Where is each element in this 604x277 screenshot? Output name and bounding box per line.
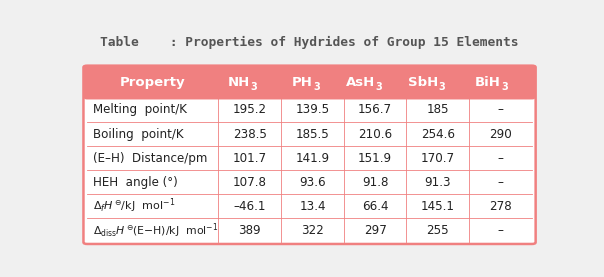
Text: NH: NH — [228, 76, 249, 89]
Text: 66.4: 66.4 — [362, 200, 388, 213]
Text: 238.5: 238.5 — [233, 127, 267, 140]
Text: –: – — [498, 152, 504, 165]
Text: Melting  point/K: Melting point/K — [93, 104, 187, 117]
Text: HEH  angle (°): HEH angle (°) — [93, 176, 178, 189]
Text: Table    : Properties of Hydrides of Group 15 Elements: Table : Properties of Hydrides of Group … — [100, 36, 519, 49]
Text: 107.8: 107.8 — [233, 176, 267, 189]
Text: 290: 290 — [489, 127, 512, 140]
Text: 297: 297 — [364, 224, 387, 237]
Text: –: – — [498, 176, 504, 189]
Text: 322: 322 — [301, 224, 324, 237]
Text: 185: 185 — [426, 104, 449, 117]
Text: 156.7: 156.7 — [358, 104, 392, 117]
Text: 3: 3 — [313, 82, 320, 92]
Text: 91.8: 91.8 — [362, 176, 388, 189]
Text: Boiling  point/K: Boiling point/K — [93, 127, 184, 140]
Text: 139.5: 139.5 — [295, 104, 330, 117]
Text: AsH: AsH — [346, 76, 375, 89]
Text: –: – — [498, 104, 504, 117]
Text: –: – — [498, 224, 504, 237]
Text: 185.5: 185.5 — [295, 127, 329, 140]
Text: 141.9: 141.9 — [295, 152, 330, 165]
Text: 13.4: 13.4 — [299, 200, 326, 213]
Text: 254.6: 254.6 — [421, 127, 455, 140]
FancyBboxPatch shape — [84, 66, 535, 99]
Text: 170.7: 170.7 — [421, 152, 455, 165]
Text: 151.9: 151.9 — [358, 152, 392, 165]
Text: $\Delta_{\mathrm{diss}}H^\ominus\!(\mathrm{E{-}H})/\mathrm{kJ\ \ mol}^{-1}$: $\Delta_{\mathrm{diss}}H^\ominus\!(\math… — [93, 221, 219, 240]
Text: 145.1: 145.1 — [421, 200, 455, 213]
Text: Property: Property — [120, 76, 185, 89]
Text: PH: PH — [292, 76, 312, 89]
Text: $\Delta_f H^\ominus\!/\mathrm{kJ\ \ mol}^{-1}$: $\Delta_f H^\ominus\!/\mathrm{kJ\ \ mol}… — [93, 197, 176, 216]
Text: 210.6: 210.6 — [358, 127, 392, 140]
Text: 3: 3 — [250, 82, 257, 92]
Text: 3: 3 — [501, 82, 508, 92]
Text: 389: 389 — [239, 224, 261, 237]
Text: 91.3: 91.3 — [425, 176, 451, 189]
Text: 255: 255 — [426, 224, 449, 237]
Text: 278: 278 — [489, 200, 512, 213]
Text: 101.7: 101.7 — [233, 152, 267, 165]
Text: –46.1: –46.1 — [234, 200, 266, 213]
Text: 195.2: 195.2 — [233, 104, 267, 117]
Text: 93.6: 93.6 — [299, 176, 326, 189]
Text: (E–H)  Distance/pm: (E–H) Distance/pm — [93, 152, 208, 165]
Text: BiH: BiH — [475, 76, 501, 89]
Text: 3: 3 — [376, 82, 382, 92]
FancyBboxPatch shape — [83, 66, 536, 244]
Text: 3: 3 — [439, 82, 445, 92]
Text: SbH: SbH — [408, 76, 438, 89]
